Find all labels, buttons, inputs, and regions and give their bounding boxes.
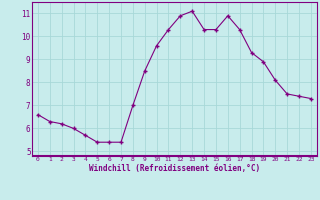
- X-axis label: Windchill (Refroidissement éolien,°C): Windchill (Refroidissement éolien,°C): [89, 164, 260, 173]
